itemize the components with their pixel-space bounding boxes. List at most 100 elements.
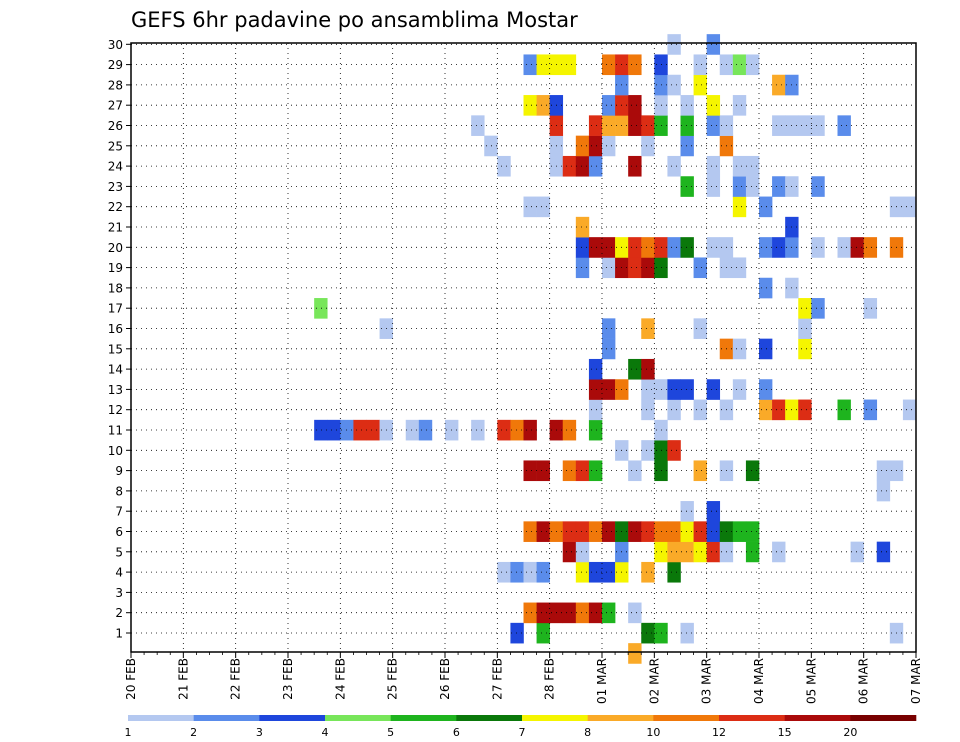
y-tick-label: 25 xyxy=(108,139,123,153)
colorbar-label: 6 xyxy=(453,726,460,739)
heatmap-cell xyxy=(641,115,655,136)
x-tick-label: 22 FEB xyxy=(229,658,243,700)
heatmap-cell xyxy=(641,379,655,400)
heatmap-cell xyxy=(811,115,825,136)
y-tick-label: 27 xyxy=(108,99,123,113)
heatmap-cell xyxy=(837,115,851,136)
heatmap-cell xyxy=(732,338,747,360)
heatmap-cell xyxy=(850,541,864,563)
y-tick-label: 16 xyxy=(108,322,123,336)
y-tick-label: 19 xyxy=(108,261,123,275)
heatmap-cell xyxy=(706,115,721,136)
heatmap-cell xyxy=(706,541,721,563)
heatmap-cell xyxy=(745,460,760,482)
heatmap-cell xyxy=(667,399,681,421)
heatmap-cell xyxy=(667,521,681,542)
heatmap-cell xyxy=(680,176,694,197)
heatmap-cell xyxy=(706,521,721,542)
heatmap-cell xyxy=(772,237,786,258)
heatmap-cell xyxy=(536,521,550,542)
heatmap-cell xyxy=(772,541,786,563)
heatmap-cell xyxy=(602,237,616,258)
heatmap-cell xyxy=(588,358,603,380)
heatmap-cell xyxy=(641,237,655,258)
heatmap-cell xyxy=(759,338,773,360)
heatmap-cell xyxy=(706,95,721,116)
colorbar-segment xyxy=(784,715,851,721)
colorbar-label: 3 xyxy=(256,726,263,739)
heatmap-cell xyxy=(628,237,642,258)
y-tick-label: 22 xyxy=(108,200,123,214)
heatmap-cell xyxy=(523,561,537,583)
heatmap-cell xyxy=(693,318,707,339)
heatmap-cell xyxy=(811,298,825,319)
y-tick-label: 14 xyxy=(108,363,123,377)
heatmap-cell xyxy=(588,399,603,421)
colorbar-segment xyxy=(850,715,917,721)
heatmap-cell xyxy=(798,399,812,421)
heatmap-cell xyxy=(484,135,498,157)
heatmap-cell xyxy=(837,399,851,421)
heatmap-cell xyxy=(536,54,550,76)
heatmap-cell xyxy=(772,176,786,197)
y-axis-ticks: 1234567891011121314151617181920212223242… xyxy=(108,38,131,641)
heatmap-cell xyxy=(602,54,616,76)
heatmap-cell xyxy=(876,460,891,482)
heatmap-cell xyxy=(667,155,681,177)
heatmap-cell xyxy=(602,257,616,279)
heatmap-cell xyxy=(602,521,616,542)
heatmap-cell xyxy=(575,521,590,542)
colorbar-segment xyxy=(653,715,720,721)
colorbar-segment xyxy=(587,715,654,721)
heatmap-cell xyxy=(497,155,511,177)
heatmap-cell xyxy=(575,460,590,482)
heatmap-cell xyxy=(667,237,681,258)
y-tick-label: 2 xyxy=(115,606,123,620)
heatmap-cell xyxy=(575,216,590,238)
heatmap-cell xyxy=(772,74,786,96)
heatmap-cell xyxy=(314,298,328,319)
heatmap-cell xyxy=(314,419,328,441)
heatmap-cell xyxy=(693,521,707,542)
heatmap-cell xyxy=(667,561,681,583)
heatmap-cell xyxy=(876,480,891,502)
y-tick-label: 8 xyxy=(115,484,123,498)
heatmap-cell xyxy=(706,155,721,177)
heatmap-cell xyxy=(811,237,825,258)
colorbar-label: 1 xyxy=(125,726,132,739)
heatmap-cell xyxy=(641,318,655,339)
heatmap-cell xyxy=(562,602,577,624)
x-tick-label: 20 FEB xyxy=(124,658,138,700)
heatmap-cell xyxy=(680,501,694,522)
heatmap-cell xyxy=(575,257,590,279)
heatmap-cell xyxy=(562,460,577,482)
heatmap-cell xyxy=(562,155,577,177)
colorbar-label: 5 xyxy=(387,726,394,739)
y-tick-label: 7 xyxy=(115,505,123,519)
x-tick-label: 23 FEB xyxy=(281,658,295,700)
heatmap-cells xyxy=(314,34,917,664)
heatmap-cell xyxy=(588,135,603,157)
colorbar-segment xyxy=(390,715,457,721)
heatmap-cell xyxy=(837,237,851,258)
heatmap-cell xyxy=(667,74,681,96)
heatmap-cell xyxy=(759,399,773,421)
colorbar-label: 20 xyxy=(843,726,857,739)
heatmap-cell xyxy=(523,521,537,542)
heatmap-cell xyxy=(641,521,655,542)
heatmap-cell xyxy=(902,196,917,218)
heatmap-cell xyxy=(536,602,550,624)
heatmap-cell xyxy=(798,298,812,319)
colorbar-label: 12 xyxy=(712,726,726,739)
heatmap-cell xyxy=(562,541,577,563)
heatmap-cell xyxy=(628,643,642,664)
colorbar-segment xyxy=(193,715,260,721)
heatmap-cell xyxy=(353,419,367,441)
y-tick-label: 23 xyxy=(108,180,123,194)
y-tick-label: 4 xyxy=(115,566,123,580)
heatmap-cell xyxy=(667,541,681,563)
heatmap-cell xyxy=(680,541,694,563)
heatmap-cell xyxy=(628,155,642,177)
heatmap-cell xyxy=(680,622,694,644)
